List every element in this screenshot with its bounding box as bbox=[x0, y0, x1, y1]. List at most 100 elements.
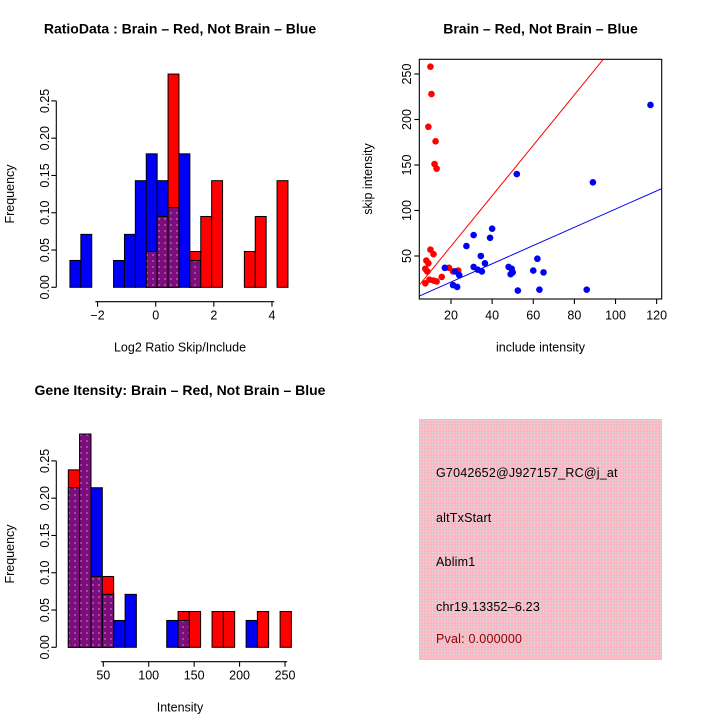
scatter-point-blue bbox=[477, 252, 485, 260]
x-tick-label: 4 bbox=[269, 309, 276, 323]
y-tick-label: 0.15 bbox=[38, 163, 52, 187]
scatter-point-red bbox=[428, 90, 435, 98]
scatter-point-blue bbox=[453, 283, 461, 291]
histogram-bar-red bbox=[211, 611, 224, 648]
x-tick-label: 150 bbox=[184, 669, 205, 683]
event-type-text: altTxStart bbox=[436, 511, 492, 525]
plot-box bbox=[418, 58, 663, 300]
y-tick-label: 150 bbox=[400, 155, 414, 176]
histogram-bar-blue bbox=[123, 233, 136, 288]
histogram-bar-red bbox=[200, 215, 213, 288]
y-tick-label: 100 bbox=[400, 200, 414, 221]
histogram-bar-overlap bbox=[67, 487, 81, 648]
histogram-bar-overlap bbox=[145, 251, 158, 288]
x-tick-label: 50 bbox=[96, 669, 110, 683]
histogram-bar-overlap bbox=[167, 207, 180, 288]
scatter-point-blue bbox=[463, 242, 470, 250]
gene-info-panel: G7042652@J927157_RC@j_at altTxStart Abli… bbox=[419, 419, 662, 660]
scatter-point-blue bbox=[647, 101, 654, 109]
scatter-point-red bbox=[421, 280, 429, 287]
panel-intensity-scatter: Brain – Red, Not Brain – Blue include in… bbox=[361, 21, 667, 355]
probe-id-text: G7042652@J927157_RC@j_at bbox=[436, 466, 618, 480]
histogram-bar-red bbox=[211, 180, 224, 288]
histogram-bar-red bbox=[256, 611, 270, 648]
y-tick-label: 0.00 bbox=[38, 275, 52, 299]
ratio-histogram-plot-area: −2 0 2 4 0.00 0.05 0.10 0.15 0.20 0.25 bbox=[38, 73, 289, 323]
scatter-point-blue bbox=[534, 255, 541, 263]
gene-histogram-ylabel: Frequency bbox=[3, 524, 17, 584]
x-tick-label: 250 bbox=[275, 669, 296, 683]
histogram-bar-overlap bbox=[101, 593, 115, 648]
scatter-point-red bbox=[427, 63, 434, 71]
x-tick-label: 100 bbox=[605, 309, 626, 323]
gene-histogram-plot-area: 50 100 150 200 250 0.00 0.05 0.10 0.15 0.20 0.25 bbox=[38, 433, 296, 683]
x-tick-label: 120 bbox=[646, 309, 667, 323]
histogram-bar-blue bbox=[80, 233, 93, 288]
scatter-point-blue bbox=[589, 178, 597, 186]
scatter-point-red bbox=[430, 250, 437, 258]
histogram-bar-blue bbox=[124, 593, 137, 648]
scatter-point-blue bbox=[470, 231, 477, 239]
histogram-bar-overlap bbox=[79, 433, 92, 648]
scatter-ylabel: skip intensity bbox=[361, 142, 375, 214]
histogram-bar-overlap bbox=[156, 215, 169, 288]
gene-name-text: Ablim1 bbox=[436, 555, 476, 569]
gene-histogram-xlabel: Intensity bbox=[157, 701, 204, 715]
panel-gene-intensity-histogram: Gene Itensity: Brain – Red, Not Brain – … bbox=[3, 382, 326, 715]
not_brain_fit-line bbox=[419, 188, 662, 297]
histogram-bar-blue bbox=[134, 180, 147, 288]
scatter-point-blue bbox=[486, 234, 494, 242]
scatter-point-blue bbox=[478, 268, 486, 275]
ratio-histogram-title: RatioData : Brain – Red, Not Brain – Blu… bbox=[44, 21, 316, 37]
x-tick-label: −2 bbox=[90, 309, 104, 323]
scatter-point-red bbox=[425, 259, 432, 267]
y-tick-label: 0.25 bbox=[38, 89, 52, 113]
y-tick-label: 0.10 bbox=[38, 201, 52, 225]
histogram-bar-red bbox=[222, 611, 236, 648]
y-tick-label: 0.25 bbox=[38, 449, 52, 473]
histogram-bar-blue bbox=[178, 153, 191, 288]
locus-text: chr19.13352–6.23 bbox=[436, 600, 540, 614]
y-tick-label: 0.20 bbox=[38, 126, 52, 150]
scatter-point-blue bbox=[513, 170, 521, 178]
scatter-point-blue bbox=[481, 259, 489, 267]
histogram-bar-blue bbox=[69, 259, 82, 288]
y-tick-label: 200 bbox=[400, 109, 414, 130]
y-tick-label: 0.20 bbox=[38, 486, 52, 510]
y-tick-label: 0.05 bbox=[38, 598, 52, 622]
histogram-bar-blue bbox=[245, 619, 258, 648]
panel-ratio-histogram: RatioData : Brain – Red, Not Brain – Blu… bbox=[3, 21, 316, 355]
scatter-point-red bbox=[424, 268, 431, 275]
brain_fit-line bbox=[418, 59, 604, 286]
y-tick-label: 50 bbox=[400, 249, 414, 263]
histogram-bar-overlap bbox=[177, 619, 190, 648]
histogram-bar-red bbox=[279, 611, 292, 648]
pval-text: Pval: 0.000000 bbox=[436, 632, 523, 646]
y-tick-label: 0.05 bbox=[38, 238, 52, 262]
scatter-point-red bbox=[433, 165, 440, 172]
histogram-bar-blue bbox=[166, 619, 179, 648]
scatter-point-blue bbox=[536, 286, 543, 293]
scatter-point-blue bbox=[441, 264, 449, 272]
histogram-bar-blue bbox=[113, 619, 126, 648]
histogram-bar-red bbox=[276, 180, 289, 288]
scatter-point-red bbox=[433, 278, 440, 285]
x-tick-label: 0 bbox=[152, 309, 159, 323]
scatter-point-blue bbox=[514, 287, 522, 294]
histogram-bar-overlap bbox=[90, 575, 103, 648]
y-tick-label: 250 bbox=[400, 64, 414, 85]
scatter-point-red bbox=[432, 138, 439, 145]
scatter-point-blue bbox=[540, 269, 547, 276]
x-tick-label: 80 bbox=[567, 309, 581, 323]
histogram-bar-red bbox=[254, 215, 267, 288]
scatter-plot-area: 20 40 60 80 100 120 50 100 150 200 250 bbox=[400, 58, 667, 323]
scatter-point-blue bbox=[488, 225, 496, 232]
x-tick-label: 40 bbox=[485, 309, 499, 323]
scatter-point-red bbox=[425, 123, 432, 131]
histogram-bar-blue bbox=[113, 259, 125, 288]
histogram-bar-red bbox=[188, 611, 202, 648]
scatter-point-red bbox=[438, 273, 446, 281]
histogram-bar-red bbox=[243, 251, 256, 288]
y-tick-label: 0.15 bbox=[38, 523, 52, 547]
